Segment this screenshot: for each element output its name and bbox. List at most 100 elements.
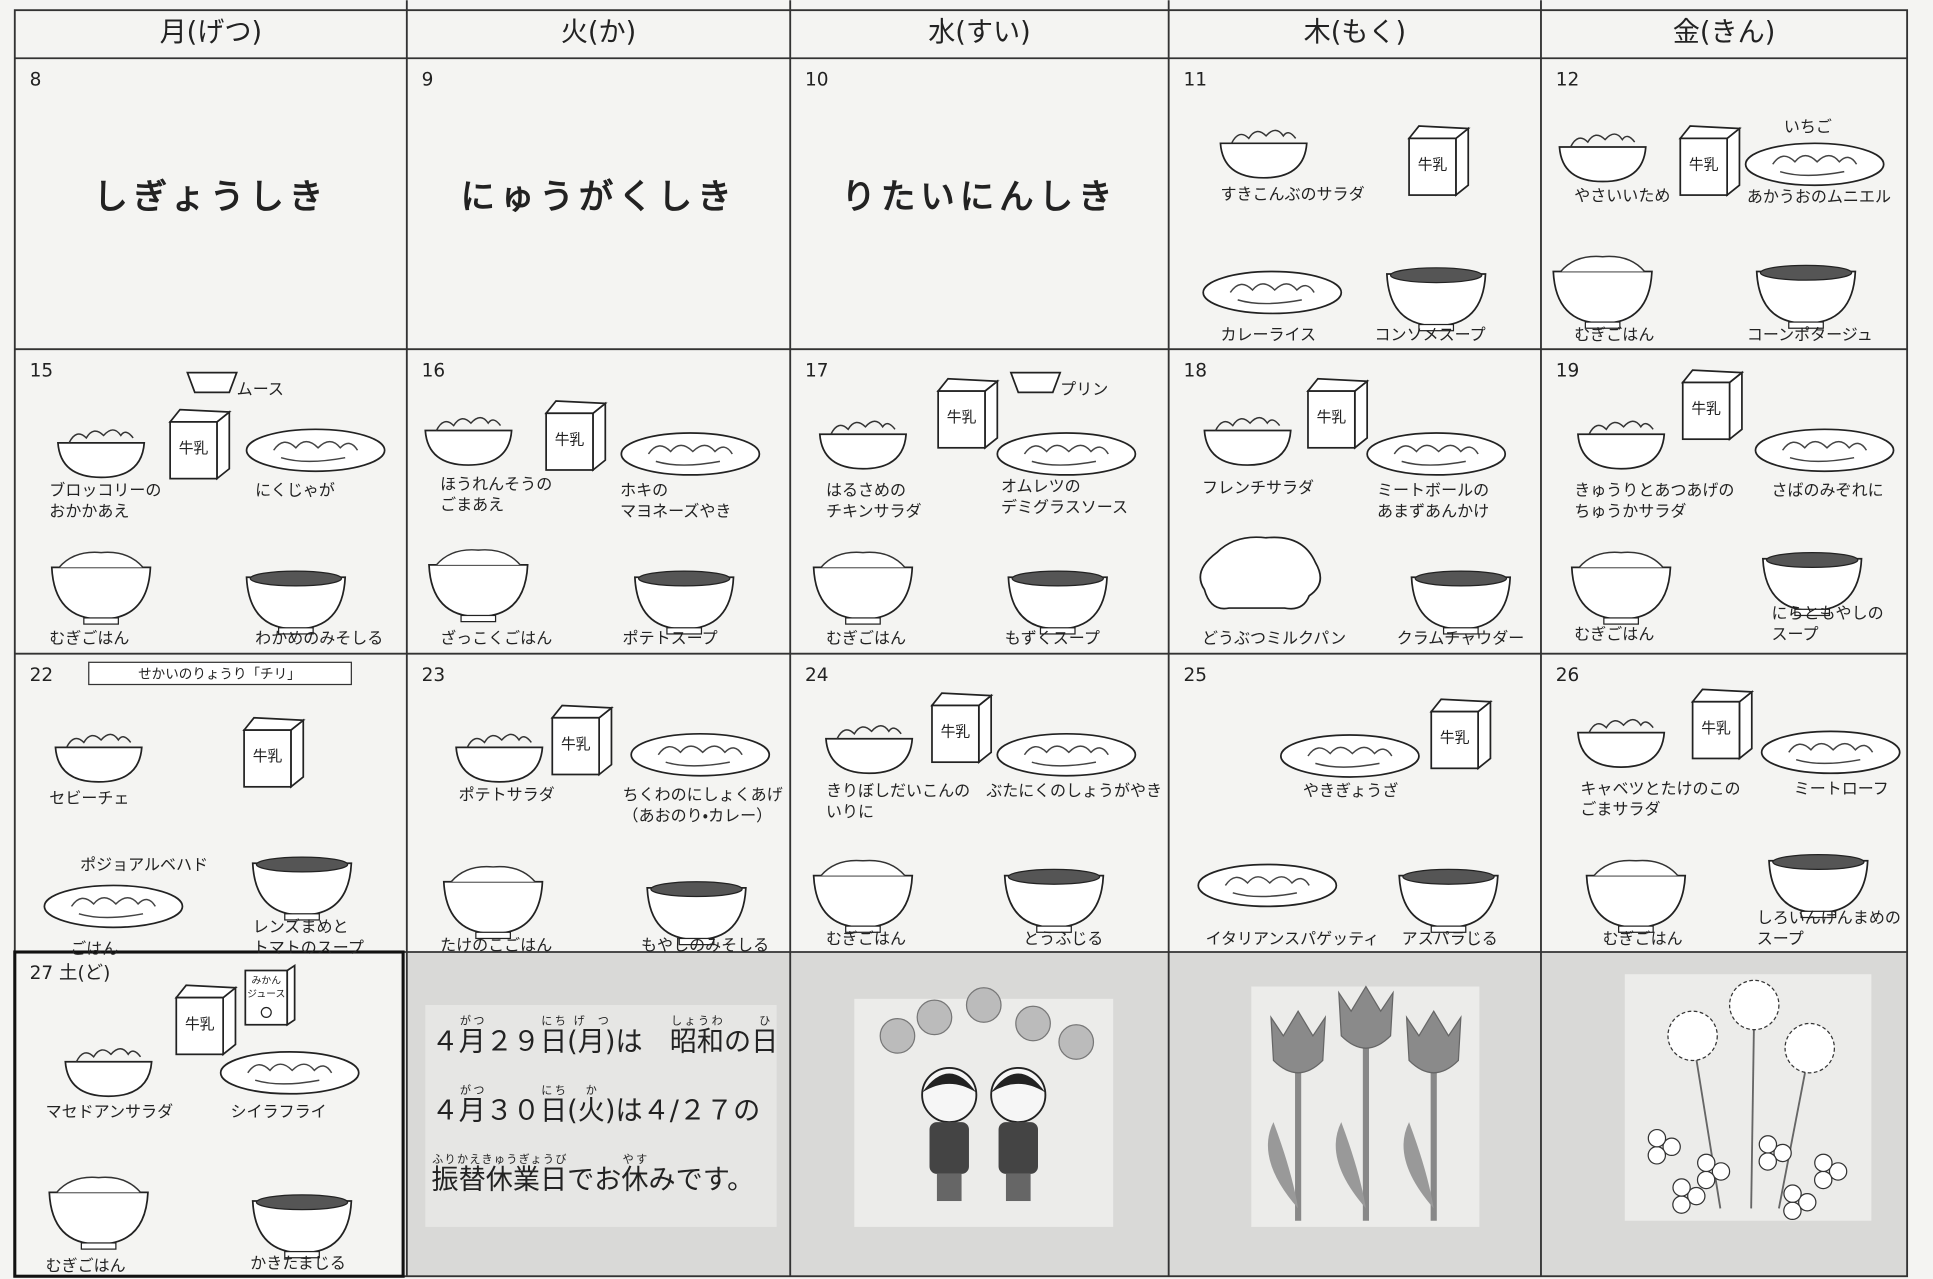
dish-name: トマトのスープ bbox=[253, 938, 364, 957]
notice-segment: ４ bbox=[431, 1096, 459, 1128]
carton-front bbox=[1307, 390, 1356, 449]
carton-front bbox=[1430, 710, 1479, 770]
ruby-base: 日 bbox=[751, 1027, 779, 1059]
dish-icon bbox=[50, 551, 152, 625]
bowl-foot bbox=[83, 617, 119, 625]
carton-top bbox=[1306, 377, 1370, 392]
dish-name: キャベツとたけのこの bbox=[1580, 779, 1740, 798]
dish-name: ポテトスープ bbox=[623, 628, 718, 647]
date: 17 bbox=[805, 360, 829, 381]
milk-carton: 牛乳 bbox=[168, 408, 232, 481]
dish-icon bbox=[186, 371, 238, 394]
dish-name: カレーライス bbox=[1220, 325, 1316, 344]
flower bbox=[1270, 1009, 1326, 1074]
bowl bbox=[1577, 731, 1666, 768]
dish-name: わかめのみそしる bbox=[255, 628, 383, 647]
dish-name: にらともやしの bbox=[1772, 604, 1884, 623]
ruby-base: 日 bbox=[540, 1096, 568, 1128]
ruby: 振替休業日ふりかえきゅうぎょうび bbox=[431, 1154, 567, 1196]
carton-front bbox=[1408, 137, 1457, 196]
dish-icon bbox=[455, 733, 544, 783]
dish-icon bbox=[1754, 428, 1895, 473]
notice: ４月がつ２９日にち(月)げつは 昭和しょうわの日ひ４月がつ３０日にち(火)かは４… bbox=[431, 1016, 779, 1197]
dish-name: マヨネーズやき bbox=[620, 501, 731, 520]
ruby-base: 日 bbox=[540, 1027, 568, 1059]
flower bbox=[1338, 985, 1394, 1049]
plate bbox=[630, 732, 771, 777]
dish-name: しろいんげんまめの bbox=[1757, 908, 1901, 927]
carton-side bbox=[977, 693, 993, 764]
day-cell: 10 りたいにんしき bbox=[805, 69, 1113, 217]
dish-icon bbox=[1279, 734, 1420, 778]
blossom bbox=[965, 987, 1002, 1023]
dish-name: むぎごはん bbox=[1574, 625, 1654, 644]
milk-label: 牛乳 bbox=[1440, 730, 1470, 747]
dish-icon bbox=[1007, 570, 1108, 635]
carton-side bbox=[1353, 379, 1369, 450]
leaf bbox=[1773, 1143, 1792, 1163]
rice bbox=[820, 551, 906, 568]
carton-side bbox=[592, 401, 607, 472]
day-header: 木(もく) bbox=[1304, 17, 1406, 48]
table-border bbox=[13, 9, 1909, 1278]
milk-label: 牛乳 bbox=[1691, 401, 1721, 418]
food bbox=[435, 416, 502, 431]
notice-segment: ２９ bbox=[485, 1027, 541, 1059]
ruby-text: にち bbox=[540, 1016, 568, 1029]
food bbox=[1772, 154, 1858, 177]
dish-name: むぎごはん bbox=[49, 628, 129, 647]
leaf bbox=[1828, 1162, 1848, 1181]
rice bbox=[1593, 859, 1679, 877]
dish-name: ちゅうかサラダ bbox=[1574, 501, 1686, 520]
food bbox=[70, 897, 156, 919]
dish-icon bbox=[251, 1194, 353, 1259]
blossom bbox=[1015, 1005, 1051, 1042]
milk-label: 牛乳 bbox=[179, 440, 209, 457]
legs bbox=[1005, 1173, 1031, 1202]
dish-name: クラムチャウダー bbox=[1397, 628, 1524, 647]
dish-icon bbox=[245, 570, 347, 635]
carton-side bbox=[222, 985, 237, 1057]
carton-top bbox=[168, 408, 232, 423]
notice-segment: みです。 bbox=[648, 1165, 755, 1197]
leaf bbox=[1711, 1162, 1731, 1181]
dish-name: デミグラスソース bbox=[1001, 498, 1128, 517]
rice bbox=[1578, 551, 1664, 568]
ruby: 日にち bbox=[540, 1016, 568, 1059]
bowl-foot bbox=[845, 617, 881, 625]
dish-icon bbox=[812, 551, 914, 625]
carton-side bbox=[1455, 126, 1470, 197]
dish-icon bbox=[48, 1176, 149, 1250]
ruby: 休やす bbox=[621, 1154, 648, 1196]
carton-front bbox=[545, 412, 594, 471]
notice-segment: の bbox=[723, 1027, 752, 1059]
dish-name: シイラフライ bbox=[231, 1102, 327, 1121]
bowl bbox=[1219, 142, 1308, 179]
dish-icon bbox=[646, 881, 747, 946]
dish-icon bbox=[57, 429, 146, 479]
bowl-foot bbox=[1039, 627, 1076, 635]
carton-front bbox=[1691, 700, 1741, 760]
carton-front bbox=[551, 716, 600, 776]
bowl-foot bbox=[678, 937, 715, 946]
milk-carton: 牛乳 bbox=[550, 704, 614, 777]
bowl-foot bbox=[1788, 321, 1824, 329]
dish-name: ポテトサラダ bbox=[459, 785, 555, 804]
plate bbox=[245, 428, 386, 473]
dish-name: さばのみぞれに bbox=[1772, 480, 1884, 499]
leaf bbox=[1403, 1122, 1434, 1209]
food bbox=[647, 444, 733, 466]
bowl-foot bbox=[1036, 925, 1072, 933]
food bbox=[1214, 416, 1281, 431]
carton-top bbox=[550, 704, 614, 719]
leaf bbox=[1662, 1137, 1681, 1157]
dish-name: コンソメスープ bbox=[1375, 325, 1486, 344]
carton-side bbox=[1477, 699, 1492, 771]
dish-name: ミートローフ bbox=[1794, 779, 1889, 798]
notice-segment: ３０ bbox=[485, 1096, 541, 1128]
dish-name: スープ bbox=[1757, 929, 1804, 948]
